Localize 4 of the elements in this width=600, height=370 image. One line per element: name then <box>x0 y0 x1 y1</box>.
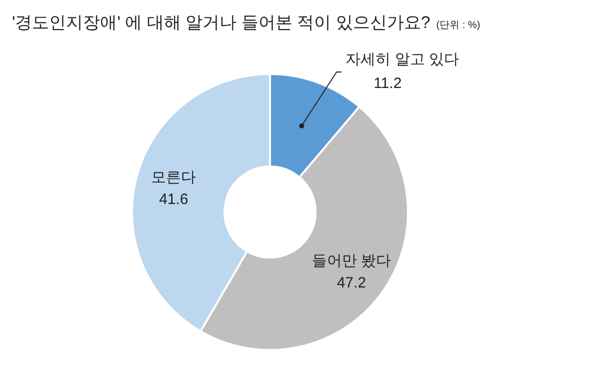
subtitle: (단위 : %) <box>436 20 480 31</box>
slice-label: 자세히 알고 있다 <box>346 51 459 68</box>
title: '경도인지장애' 에 대해 알거나 들어본 적이 있으신가요? (단위 : %) <box>12 13 480 32</box>
data-label: 11.2 <box>374 75 402 92</box>
